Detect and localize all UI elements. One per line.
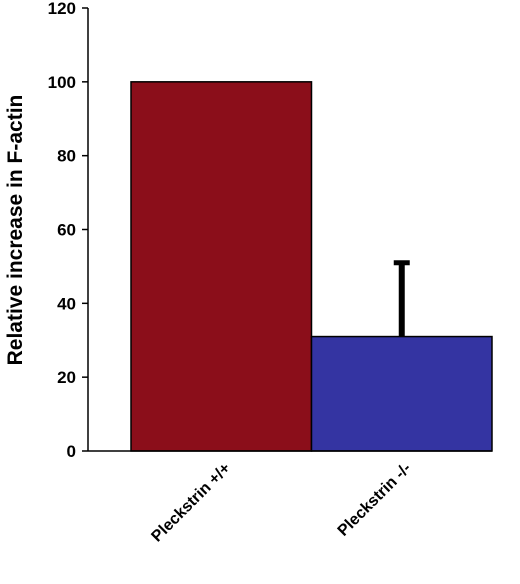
bar	[310, 335, 493, 452]
y-tick-label: 60	[57, 221, 76, 240]
y-tick-label: 20	[57, 368, 76, 387]
x-tick-label: Pleckstrin -/-	[335, 460, 415, 540]
x-tick-label: Pleckstrin +/+	[148, 460, 234, 546]
y-tick-label: 0	[67, 442, 76, 461]
error-bar	[393, 260, 410, 337]
y-tick-label: 100	[48, 73, 76, 92]
y-tick-label: 120	[48, 0, 76, 18]
y-tick-label: 40	[57, 294, 76, 313]
bar	[130, 81, 313, 452]
y-tick-label: 80	[57, 147, 76, 166]
y-axis-label: Relative increase in F-actin	[4, 95, 27, 366]
